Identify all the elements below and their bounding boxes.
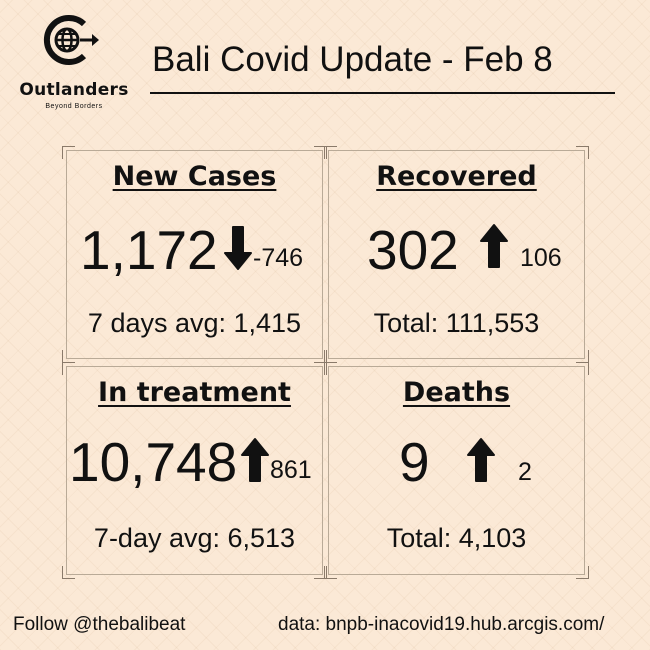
data-source: data: bnpb-inacovid19.hub.arcgis.com/ — [278, 614, 605, 635]
new-cases-change: -746 — [253, 244, 304, 272]
in-treatment-label: In treatment — [98, 377, 291, 408]
arrow-up-icon — [467, 438, 495, 482]
recovered-label: Recovered — [376, 161, 537, 192]
deaths-value: 9 — [399, 431, 430, 493]
deaths-detail: Total: 4,103 — [386, 523, 527, 553]
in-treatment-detail: 7-day avg: 6,513 — [93, 523, 296, 553]
title-underline — [150, 92, 615, 94]
deaths-change: 2 — [518, 458, 532, 486]
arrow-down-icon — [224, 226, 252, 270]
panel-new-cases: New Cases 1,172 -746 7 days avg: 1,415 — [62, 146, 327, 363]
brand-name: Outlanders — [19, 80, 129, 100]
arrow-up-icon — [480, 224, 508, 268]
brand-tagline: Beyond Borders — [45, 103, 103, 110]
in-treatment-value: 10,748 — [69, 431, 238, 493]
recovered-detail: Total: 111,553 — [373, 308, 540, 338]
deaths-label: Deaths — [402, 377, 511, 408]
recovered-value: 302 — [367, 219, 459, 281]
page-title: Bali Covid Update - Feb 8 — [152, 40, 553, 79]
new-cases-detail: 7 days avg: 1,415 — [87, 308, 302, 338]
arrow-up-icon — [241, 438, 269, 482]
brand-logo: Outlanders Beyond Borders — [10, 10, 130, 115]
recovered-change: 106 — [520, 244, 562, 272]
panel-recovered: Recovered 302 106 Total: 111,553 — [324, 146, 589, 363]
new-cases-label: New Cases — [112, 161, 277, 192]
in-treatment-change: 861 — [270, 456, 312, 484]
follow-handle: Follow @thebalibeat — [13, 614, 186, 635]
panel-in-treatment: In treatment 10,748 861 7-day avg: 6,513 — [62, 362, 327, 579]
panel-deaths: Deaths 9 2 Total: 4,103 — [324, 362, 589, 579]
globe-arrow-icon — [43, 15, 99, 65]
new-cases-value: 1,172 — [80, 219, 218, 281]
